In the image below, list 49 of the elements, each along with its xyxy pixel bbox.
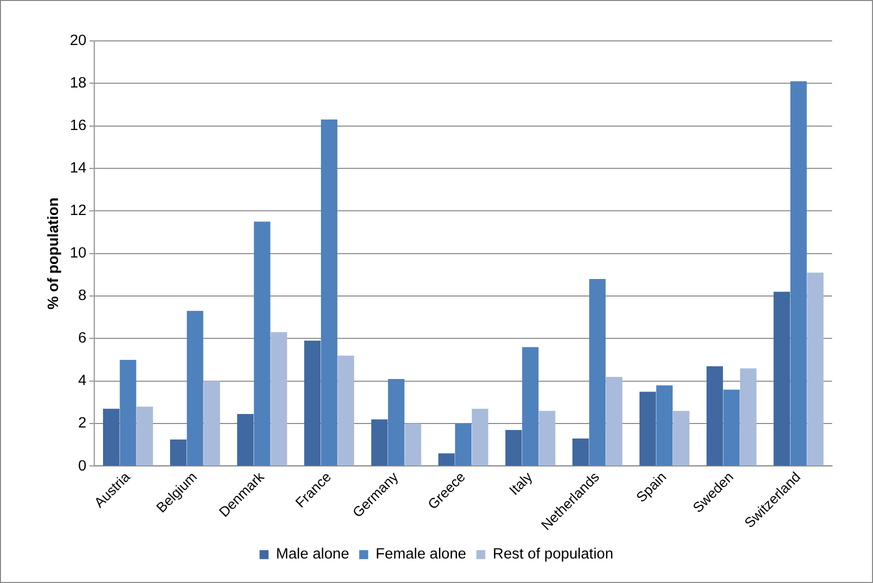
bar	[589, 279, 606, 466]
bar	[740, 368, 756, 466]
bar	[103, 408, 120, 466]
bar	[505, 430, 522, 466]
y-tick-label: 0	[78, 457, 86, 474]
bar	[170, 440, 187, 466]
bar	[723, 390, 740, 466]
bar	[254, 222, 270, 466]
y-tick-label: 16	[70, 117, 86, 134]
bar	[404, 424, 422, 466]
bar	[237, 414, 254, 466]
bar	[388, 378, 404, 466]
y-tick-label: 4	[78, 372, 86, 390]
bar	[774, 292, 790, 466]
bar	[371, 419, 388, 466]
y-axis-title: % of population	[45, 198, 62, 310]
bar	[807, 272, 824, 466]
bar	[639, 392, 656, 466]
y-tick-label: 2	[78, 414, 86, 432]
bar	[606, 376, 622, 466]
bar	[790, 81, 807, 466]
y-tick-label: 10	[70, 244, 86, 262]
y-tick-label: 8	[78, 287, 86, 304]
bar	[304, 340, 321, 466]
legend-label: Rest of population	[492, 546, 614, 563]
bar	[455, 424, 472, 466]
legend-label: Female alone	[376, 546, 466, 563]
bar	[522, 347, 539, 466]
bar	[673, 410, 690, 466]
bar	[656, 385, 673, 466]
bar	[186, 310, 204, 466]
bar	[338, 356, 354, 466]
bar	[538, 410, 556, 466]
bar	[572, 438, 589, 466]
bar	[472, 408, 488, 466]
y-tick-label: 18	[70, 74, 86, 92]
x-tick-label: Italy	[506, 468, 536, 498]
bar	[320, 120, 338, 466]
y-tick-label: 20	[70, 32, 86, 49]
legend-label: Male alone	[276, 546, 350, 563]
y-tick-label: 14	[70, 160, 86, 177]
bar	[136, 406, 153, 466]
bar	[706, 366, 723, 466]
bar	[270, 332, 288, 466]
bar	[204, 381, 220, 466]
bar	[120, 360, 136, 466]
bar	[438, 453, 455, 466]
y-tick-label: 6	[78, 330, 86, 347]
y-tick-label: 12	[70, 202, 86, 220]
